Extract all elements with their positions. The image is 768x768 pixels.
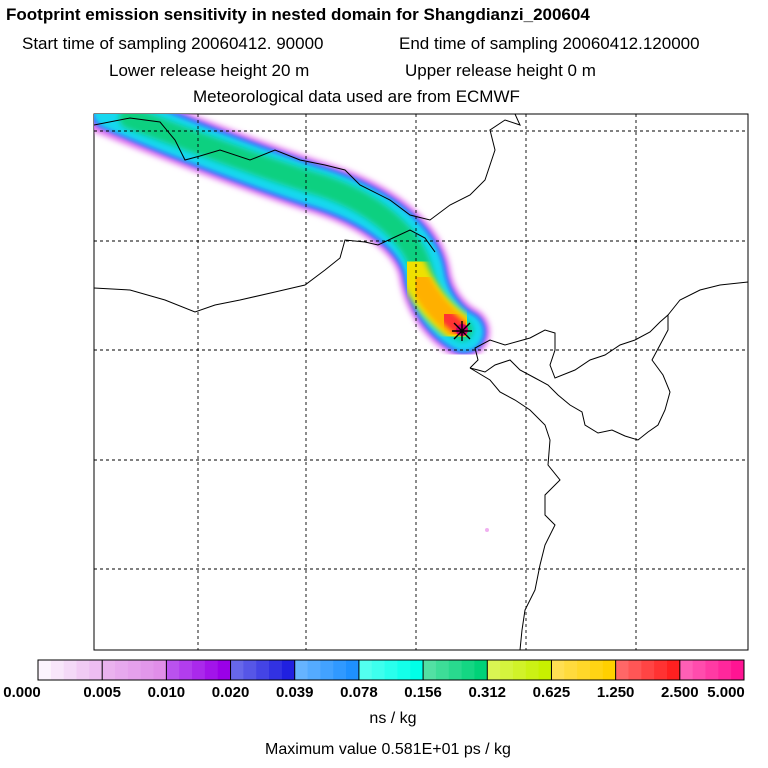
colorbar-tick-label: 0.020 xyxy=(211,684,250,701)
colorbar-segment xyxy=(461,660,475,680)
footprint-plume xyxy=(94,114,490,532)
colorbar-tick-label: 0.010 xyxy=(147,684,186,701)
colorbar-tick-label: 0.005 xyxy=(83,684,121,701)
colorbar-segment xyxy=(346,660,360,680)
colorbar-segment xyxy=(666,660,681,680)
colorbar-segment xyxy=(115,660,129,680)
colorbar-segment xyxy=(564,660,578,680)
lower-height-label: Lower release height 20 m xyxy=(109,61,310,80)
colorbar-segment xyxy=(204,660,219,680)
colorbar-segment xyxy=(641,660,655,680)
colorbar-segment xyxy=(127,660,142,680)
colorbar-segment xyxy=(538,660,552,680)
colorbar-segment xyxy=(628,660,642,680)
colorbar-segment xyxy=(602,660,617,680)
max-value-label: Maximum value 0.581E+01 ps / kg xyxy=(265,741,511,758)
grid xyxy=(94,114,748,650)
colorbar-tick-label: 0.078 xyxy=(340,684,378,701)
colorbar-segment xyxy=(397,660,411,680)
receptor-marker xyxy=(452,321,472,341)
colorbar-segment xyxy=(589,660,604,680)
colorbar-segment xyxy=(474,660,488,680)
colorbar-segment xyxy=(615,660,629,680)
colorbar-segment xyxy=(448,660,463,680)
colorbar-segment xyxy=(294,660,309,680)
coastline-peninsula xyxy=(469,313,671,441)
coastline-gulf xyxy=(94,229,436,313)
stray-dot xyxy=(485,528,489,532)
colorbar-segment xyxy=(731,660,745,680)
chart-title: Footprint emission sensitivity in nested… xyxy=(6,5,590,24)
colorbar-segment xyxy=(217,660,232,680)
colorbar-segment xyxy=(89,660,103,680)
colorbar-segment xyxy=(500,660,514,680)
coastlines xyxy=(94,114,748,650)
colorbar-segment xyxy=(269,660,283,680)
colorbar-segment xyxy=(230,660,244,680)
coastline-east xyxy=(469,367,561,650)
colorbar-tick-label: 0.156 xyxy=(404,684,442,701)
colorbar-segment xyxy=(551,660,565,680)
colorbar-segment xyxy=(63,660,78,680)
colorbar-segment xyxy=(256,660,270,680)
colorbar-segment xyxy=(320,660,334,680)
colorbar-segment xyxy=(102,660,116,680)
colorbar-segment xyxy=(358,660,373,680)
colorbar-segment xyxy=(243,660,257,680)
colorbar-segment xyxy=(38,660,52,680)
colorbar-segment xyxy=(384,660,398,680)
colorbar-segment xyxy=(705,660,719,680)
colorbar-tick-label: 2.500 xyxy=(661,684,699,701)
colorbar-segment xyxy=(192,660,206,680)
colorbar-tick-label: 1.250 xyxy=(596,684,635,701)
colorbar-frame xyxy=(37,659,745,681)
map-frame xyxy=(93,113,749,651)
colorbar xyxy=(38,660,745,680)
upper-height-label: Upper release height 0 m xyxy=(405,61,596,80)
colorbar-segment xyxy=(50,660,65,680)
colorbar-segment xyxy=(525,660,540,680)
colorbar-tick-label: 0.312 xyxy=(468,684,507,701)
colorbar-segment xyxy=(371,660,386,680)
colorbar-segment xyxy=(281,660,296,680)
colorbar-units: ns / kg xyxy=(369,710,417,727)
map-area xyxy=(94,114,748,650)
colorbar-tick-label: 0.625 xyxy=(532,684,571,701)
colorbar-tick-label: 0.000 xyxy=(3,684,41,701)
colorbar-segment xyxy=(435,660,450,680)
colorbar-segment xyxy=(166,660,180,680)
coastline-east-north xyxy=(667,281,748,316)
colorbar-segment xyxy=(76,660,90,680)
coastline-north xyxy=(94,114,521,221)
colorbar-tick-label: 0.039 xyxy=(275,684,314,701)
colorbar-segment xyxy=(333,660,347,680)
colorbar-segment xyxy=(487,660,501,680)
colorbar-segment xyxy=(410,660,424,680)
colorbar-segment xyxy=(179,660,193,680)
colorbar-segment xyxy=(718,660,732,680)
colorbar-segment xyxy=(512,660,527,680)
start-time-label: Start time of sampling 20060412. 90000 xyxy=(22,34,324,53)
colorbar-segment xyxy=(307,660,321,680)
colorbar-segment xyxy=(692,660,706,680)
colorbar-segment xyxy=(679,660,694,680)
end-time-label: End time of sampling 20060412.120000 xyxy=(399,34,700,53)
met-data-label: Meteorological data used are from ECMWF xyxy=(193,87,520,106)
colorbar-segment xyxy=(654,660,668,680)
colorbar-segment xyxy=(577,660,591,680)
colorbar-segment xyxy=(140,660,155,680)
colorbar-segment xyxy=(423,660,437,680)
colorbar-tick-label: 5.000 xyxy=(707,684,745,701)
colorbar-segment xyxy=(153,660,167,680)
